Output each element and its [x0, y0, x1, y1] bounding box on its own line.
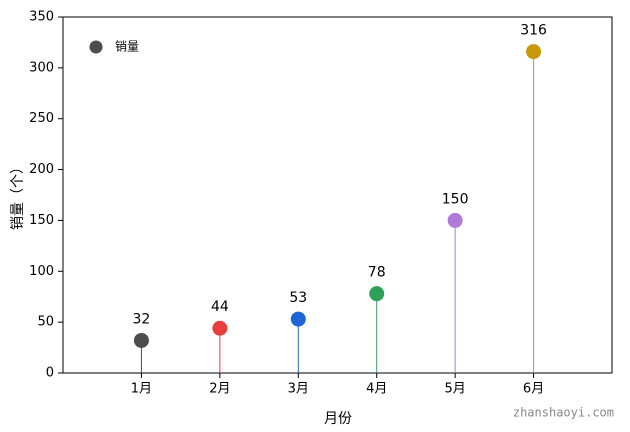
y-tick-label: 150 [29, 213, 54, 228]
x-axis-label: 月份 [324, 411, 352, 427]
x-tick-label: 4月 [366, 382, 387, 397]
value-label: 53 [289, 290, 307, 306]
value-label: 78 [368, 265, 386, 281]
y-tick-label: 100 [29, 264, 54, 279]
y-tick-label: 250 [29, 111, 54, 126]
plot-frame [62, 16, 613, 374]
y-tick-label: 350 [29, 10, 54, 25]
y-tick-label: 300 [29, 60, 54, 75]
dot [212, 320, 228, 336]
x-tick-label: 5月 [445, 382, 466, 397]
x-tick-label: 6月 [523, 382, 544, 397]
x-tick-label: 2月 [209, 382, 230, 397]
dot [369, 286, 385, 302]
y-tick-label: 200 [29, 162, 54, 177]
dot [447, 212, 463, 228]
value-label: 44 [211, 299, 229, 315]
dot [290, 311, 306, 327]
dot [526, 44, 542, 60]
x-tick-label: 1月 [131, 382, 152, 397]
value-label: 32 [133, 311, 151, 327]
value-label: 316 [520, 23, 547, 39]
watermark: zhanshaoyi.com [513, 406, 614, 420]
legend-marker [89, 40, 103, 54]
y-axis-label: 销量（个） [10, 160, 26, 230]
y-tick-label: 0 [46, 366, 54, 381]
dot [133, 332, 149, 348]
value-label: 150 [442, 191, 469, 207]
x-tick-label: 3月 [288, 382, 309, 397]
legend-label: 销量 [115, 40, 139, 54]
y-tick-label: 50 [37, 315, 54, 330]
